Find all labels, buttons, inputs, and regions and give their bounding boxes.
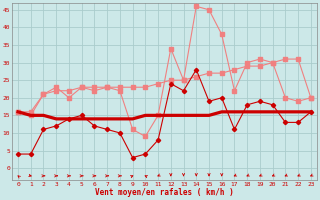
X-axis label: Vent moyen/en rafales ( km/h ): Vent moyen/en rafales ( km/h ) (95, 188, 234, 197)
